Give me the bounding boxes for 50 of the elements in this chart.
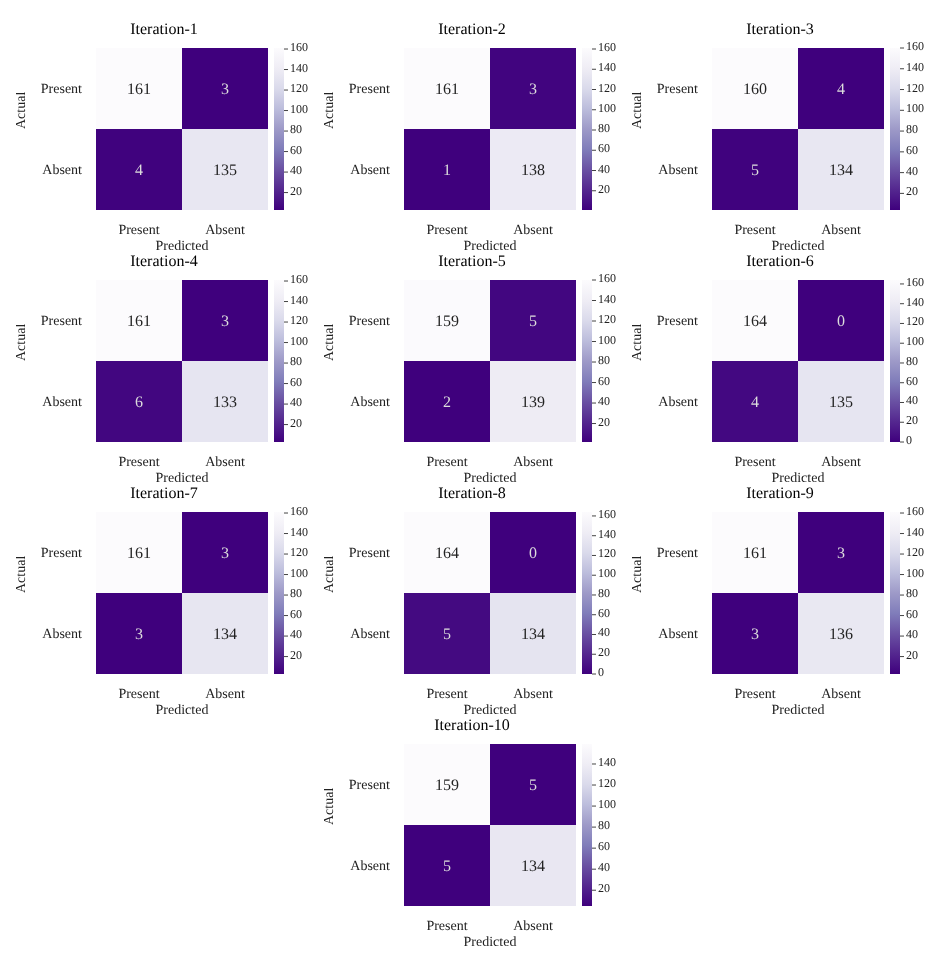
data-label: 159 [435,775,459,794]
chart-title: Iteration-2 [436,18,508,42]
data-label: 133 [213,392,237,411]
data-label: 5 [443,856,451,875]
chart-title: Iteration-8 [436,482,508,506]
chart-title: Iteration-10 [432,714,512,738]
data-label: 4 [751,392,759,411]
data-label: 3 [529,79,537,98]
data-label: 0 [837,311,845,330]
data-label: 4 [837,79,845,98]
data-label: 139 [521,392,545,411]
data-label: 6 [135,392,143,411]
data-label: 164 [743,311,767,330]
chart-title: Iteration-7 [128,482,200,506]
data-label: 160 [743,79,767,98]
data-label: 161 [127,543,151,562]
chart-title: Iteration-3 [744,18,816,42]
data-label: 3 [837,543,845,562]
data-label: 134 [213,624,237,643]
data-label: 136 [829,624,853,643]
data-label: 135 [213,160,237,179]
data-label: 3 [751,624,759,643]
data-label: 134 [829,160,853,179]
data-label: 5 [443,624,451,643]
data-label: 161 [127,79,151,98]
data-label: 3 [221,79,229,98]
data-label: 134 [521,624,545,643]
data-label: 1 [443,160,451,179]
data-label: 3 [221,543,229,562]
data-label: 5 [529,311,537,330]
data-label: 134 [521,856,545,875]
data-label: 159 [435,311,459,330]
chart-title: Iteration-1 [128,18,200,42]
data-label: 161 [127,311,151,330]
data-label: 4 [135,160,143,179]
data-label: 161 [743,543,767,562]
data-label: 161 [435,79,459,98]
data-label: 2 [443,392,451,411]
chart-title: Iteration-5 [436,250,508,274]
data-label: 5 [529,775,537,794]
data-label: 138 [521,160,545,179]
chart-title: Iteration-4 [128,250,200,274]
data-label: 3 [221,311,229,330]
data-label: 3 [135,624,143,643]
data-label: 135 [829,392,853,411]
data-label: 0 [529,543,537,562]
chart-title: Iteration-9 [744,482,816,506]
data-label: 5 [751,160,759,179]
data-label: 164 [435,543,459,562]
chart-title: Iteration-6 [744,250,816,274]
